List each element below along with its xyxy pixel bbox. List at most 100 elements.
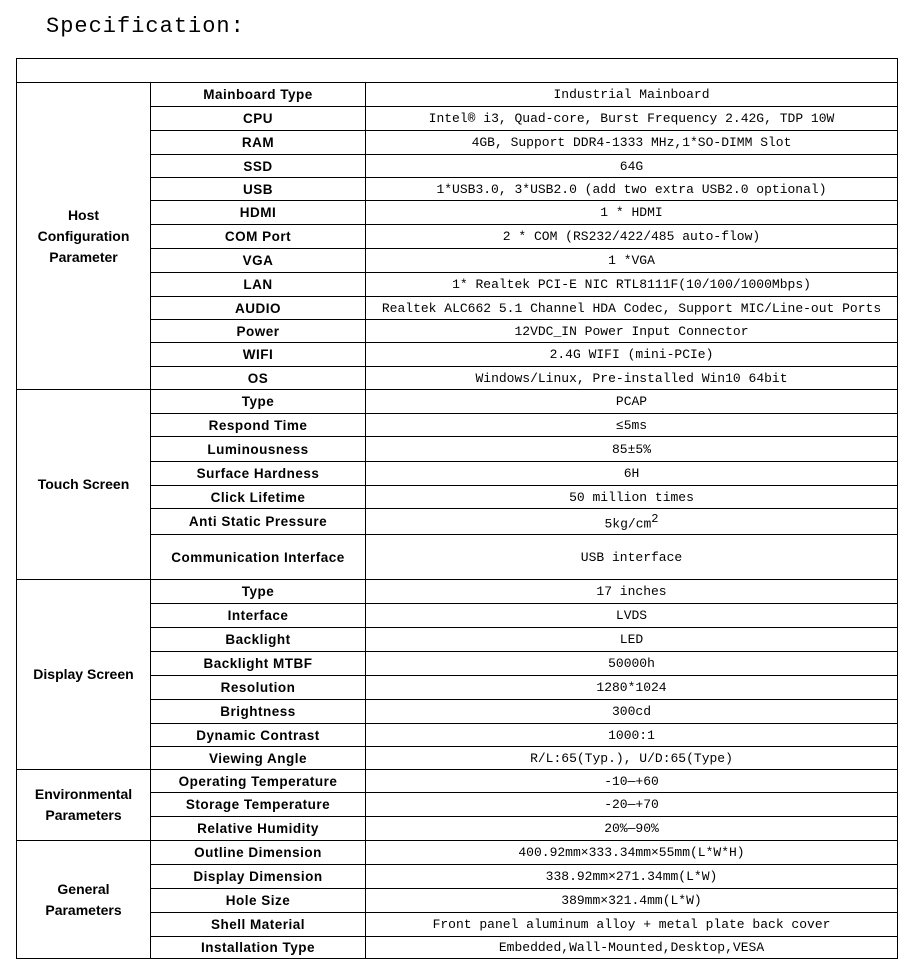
spec-label: Installation Type — [150, 936, 366, 960]
spec-label: WIFI — [150, 342, 366, 367]
spec-label: SSD — [150, 154, 366, 178]
spec-value: 5kg/cm2 — [365, 507, 898, 536]
section-label: Environmental Parameters — [16, 769, 151, 842]
spec-row: Surface Hardness 6H — [17, 461, 898, 486]
spec-row: HDMI 1 * HDMI — [17, 200, 898, 225]
spec-value-text: 12VDC_IN Power Input Connector — [514, 323, 749, 339]
section-label: General Parameters — [16, 840, 151, 960]
spec-value-text: 1* Realtek PCI-E NIC RTL8111F(10/100/100… — [452, 277, 811, 292]
spec-value-text: 50 million times — [569, 489, 694, 505]
spec-value-text: 1 * HDMI — [600, 205, 663, 220]
spec-value-text: 1000:1 — [608, 727, 655, 743]
spec-label: Power — [150, 319, 366, 343]
spec-label: AUDIO — [150, 296, 366, 320]
spec-value-text: 4GB, Support DDR4-1333 MHz,1*SO-DIMM Slo… — [471, 135, 792, 150]
spec-value: 64G — [365, 154, 898, 178]
spec-label: Dynamic Contrast — [150, 723, 366, 748]
spec-value: 12VDC_IN Power Input Connector — [365, 319, 898, 343]
spec-label: Display Dimension — [150, 864, 366, 890]
spec-value-text: Industrial Mainboard — [553, 87, 710, 102]
spec-value: Embedded,Wall-Mounted,Desktop,VESA — [365, 936, 898, 960]
blank-header-row — [16, 58, 898, 83]
spec-row: Power 12VDC_IN Power Input Connector — [17, 319, 898, 343]
spec-value-text: Windows/Linux, Pre-installed Win10 64bit — [475, 370, 788, 386]
spec-row: Touch Screen Type PCAP — [16, 388, 898, 581]
spec-row: Display Dimension 338.92mm×271.34mm(L*W) — [17, 864, 898, 890]
spec-value: 4GB, Support DDR4-1333 MHz,1*SO-DIMM Slo… — [365, 130, 898, 155]
spec-label: Anti Static Pressure — [150, 507, 366, 536]
spec-value: 50 million times — [365, 485, 898, 509]
spec-label: Backlight MTBF — [150, 651, 366, 677]
spec-value: 20%—90% — [365, 816, 898, 842]
spec-label: Click Lifetime — [150, 485, 366, 509]
spec-label: Shell Material — [150, 912, 366, 938]
spec-row: OS Windows/Linux, Pre-installed Win10 64b… — [17, 366, 898, 390]
spec-value: 6H — [365, 461, 898, 486]
spec-value: 300cd — [365, 699, 898, 725]
spec-row: USB 1*USB3.0, 3*USB2.0 (add two extra USB… — [17, 177, 898, 201]
spec-value-text: 17 inches — [596, 584, 667, 600]
spec-value: 400.92mm×333.34mm×55mm(L*W*H) — [365, 840, 898, 866]
section-label: Host Configuration Parameter — [16, 82, 151, 390]
spec-row: COM Port 2 * COM (RS232/422/485 auto-flow… — [17, 224, 898, 249]
spec-label: CPU — [150, 106, 366, 131]
spec-value-text: R/L:65(Typ.), U/D:65(Type) — [530, 750, 733, 766]
spec-row: Brightness 300cd — [17, 699, 898, 725]
spec-value-text: PCAP — [615, 394, 648, 409]
spec-label: Brightness — [150, 699, 366, 725]
spec-label: Luminousness — [150, 436, 366, 462]
spec-value-text: 1 *VGA — [608, 253, 655, 268]
spec-label: VGA — [150, 248, 366, 273]
spec-value-text: USB interface — [580, 549, 683, 565]
spec-value-text: 2 * COM (RS232/422/485 auto-flow) — [502, 229, 761, 244]
spec-value-text: 64G — [619, 158, 644, 174]
spec-value: -10—+60 — [365, 769, 898, 794]
spec-value-text: 6H — [623, 466, 640, 481]
spec-label: Backlight — [150, 627, 366, 653]
spec-row: Shell Material Front panel aluminum alloy… — [17, 912, 898, 938]
spec-value-text: 1280*1024 — [596, 680, 667, 696]
spec-value: 17 inches — [365, 579, 898, 605]
page-title: Specification: — [46, 14, 245, 39]
spec-row: SSD 64G — [17, 154, 898, 178]
spec-row: Luminousness 85±5% — [17, 436, 898, 462]
spec-row: Storage Temperature -20—+70 — [17, 792, 898, 818]
spec-value-text: 1*USB3.0, 3*USB2.0 (add two extra USB2.0… — [436, 181, 827, 197]
spec-value: R/L:65(Typ.), U/D:65(Type) — [365, 746, 898, 771]
spec-value-text: 5kg/cm — [604, 516, 652, 532]
spec-value: Windows/Linux, Pre-installed Win10 64bit — [365, 366, 898, 390]
spec-label: Type — [150, 389, 366, 414]
spec-value-text: LVDS — [615, 608, 648, 624]
spec-label: RAM — [150, 130, 366, 155]
section-label: Display Screen — [16, 579, 151, 771]
spec-row: Click Lifetime 50 million times — [17, 485, 898, 509]
spec-value: Intel® i3, Quad-core, Burst Frequency 2.… — [365, 106, 898, 131]
spec-row: Dynamic Contrast 1000:1 — [17, 723, 898, 748]
spec-row: Installation Type Embedded,Wall-Mounted,D… — [17, 936, 898, 960]
spec-row: Host Configuration Parameter Mainboard Ty… — [16, 82, 898, 390]
spec-row: Environmental Parameters Operating Temper… — [16, 769, 898, 842]
spec-value: 1*USB3.0, 3*USB2.0 (add two extra USB2.0… — [365, 177, 898, 201]
spec-value-text: 400.92mm×333.34mm×55mm(L*W*H) — [518, 845, 745, 861]
spec-label: USB — [150, 177, 366, 201]
spec-row: Anti Static Pressure 5kg/cm2 — [17, 507, 898, 536]
spec-value: 338.92mm×271.34mm(L*W) — [365, 864, 898, 890]
superscript: 2 — [651, 512, 659, 526]
spec-value-text: Front panel aluminum alloy + metal plate… — [432, 917, 831, 933]
spec-label: Outline Dimension — [150, 840, 366, 866]
spec-value-text: -20—+70 — [604, 797, 659, 813]
spec-value: 1 *VGA — [365, 248, 898, 273]
spec-value: 1* Realtek PCI-E NIC RTL8111F(10/100/100… — [365, 272, 898, 297]
spec-row: Respond Time ≤5ms — [17, 413, 898, 437]
spec-value: 1 * HDMI — [365, 200, 898, 225]
spec-row: Display Screen Type 17 inches — [16, 579, 898, 771]
spec-value: 85±5% — [365, 436, 898, 462]
spec-value: 1280*1024 — [365, 675, 898, 701]
spec-row: LAN 1* Realtek PCI-E NIC RTL8111F(10/100/… — [17, 272, 898, 297]
spec-label: HDMI — [150, 200, 366, 225]
spec-label: Interface — [150, 603, 366, 629]
spec-label: Resolution — [150, 675, 366, 701]
spec-value-text: 50000h — [608, 656, 655, 672]
spec-label: COM Port — [150, 224, 366, 249]
spec-label: Hole Size — [150, 888, 366, 914]
